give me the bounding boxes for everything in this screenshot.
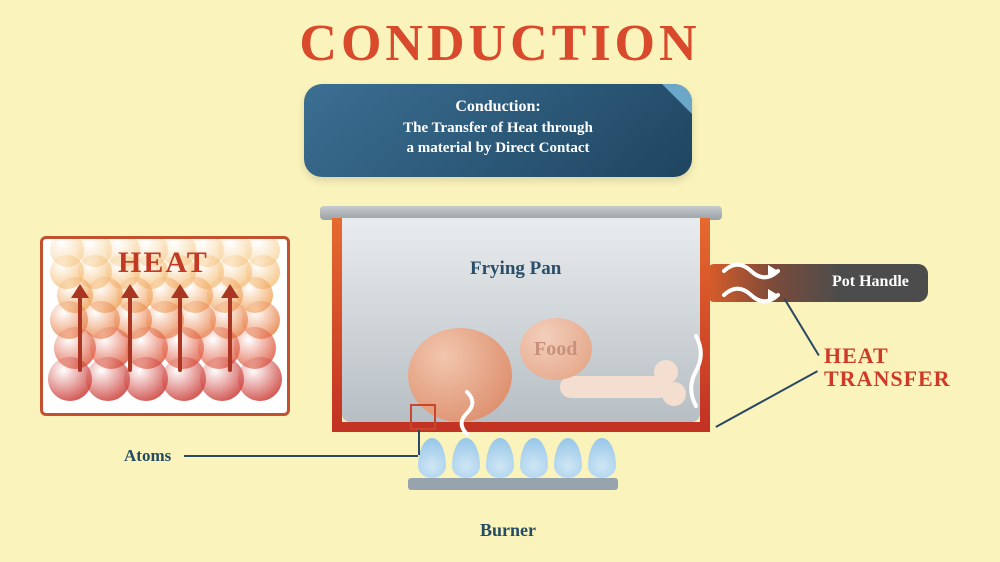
callout-line [784, 299, 819, 356]
atoms-label: Atoms [124, 446, 171, 466]
infographic-canvas: CONDUCTION Conduction:The Transfer of Hea… [0, 0, 1000, 562]
heat-arrow-0 [78, 286, 82, 372]
atoms-highlight-box [410, 404, 436, 430]
heat-label: HEAT [118, 246, 209, 280]
heat-transfer-label: HEATTRANSFER [824, 344, 951, 390]
heat-arrow-2 [178, 286, 182, 372]
flame-icon [452, 438, 480, 478]
food-label: Food [534, 338, 577, 361]
burner-bar [408, 478, 618, 490]
heat-arrow-1 [128, 286, 132, 372]
ht-l2: TRANSFER [824, 367, 951, 390]
callout-line [184, 455, 418, 457]
callout-line [715, 371, 818, 428]
heat-wave-icon [688, 336, 704, 411]
flame-icon [520, 438, 548, 478]
definition-box: Conduction:The Transfer of Heat througha… [304, 84, 692, 177]
food-bone-knob [662, 382, 686, 406]
flame-icon [418, 438, 446, 478]
food-bone [560, 376, 670, 398]
main-title: CONDUCTION [0, 14, 1000, 73]
callout-line [418, 430, 420, 455]
flame-icon [486, 438, 514, 478]
ht-l1: HEAT [824, 344, 951, 367]
heat-arrow-3 [228, 286, 232, 372]
heat-wave-icon [724, 286, 778, 309]
pot-handle-label: Pot Handle [832, 273, 909, 291]
food-bone-knob [654, 360, 678, 384]
heat-wave-icon [458, 392, 476, 439]
burner-label: Burner [480, 520, 536, 541]
frying-pan-label: Frying Pan [470, 258, 561, 280]
flame-icon [554, 438, 582, 478]
heat-wave-icon [724, 262, 778, 285]
flame-icon [588, 438, 616, 478]
